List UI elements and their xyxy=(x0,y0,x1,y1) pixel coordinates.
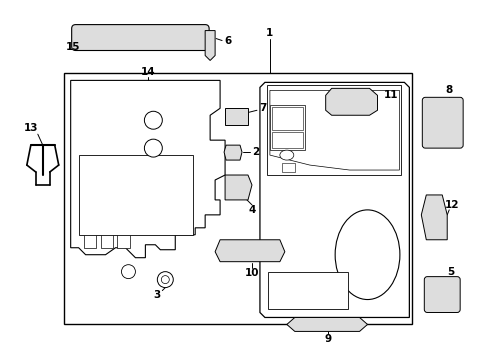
Bar xyxy=(63,73,411,324)
Polygon shape xyxy=(224,145,242,160)
Circle shape xyxy=(144,111,162,129)
Polygon shape xyxy=(281,163,294,172)
Circle shape xyxy=(157,272,173,288)
Polygon shape xyxy=(117,235,130,248)
Polygon shape xyxy=(224,175,251,200)
FancyBboxPatch shape xyxy=(424,276,459,312)
Text: 14: 14 xyxy=(141,67,155,77)
Text: 10: 10 xyxy=(244,267,259,278)
Bar xyxy=(267,272,347,310)
Text: 3: 3 xyxy=(153,289,161,300)
Text: 5: 5 xyxy=(447,267,454,276)
Ellipse shape xyxy=(279,150,293,160)
FancyBboxPatch shape xyxy=(422,97,462,148)
Polygon shape xyxy=(266,85,401,175)
Text: 8: 8 xyxy=(445,85,452,95)
Polygon shape xyxy=(71,80,224,258)
Polygon shape xyxy=(271,132,302,148)
Polygon shape xyxy=(215,240,285,262)
Polygon shape xyxy=(260,82,408,318)
Polygon shape xyxy=(83,235,95,248)
Polygon shape xyxy=(269,105,304,150)
Circle shape xyxy=(144,139,162,157)
Text: 6: 6 xyxy=(224,36,231,46)
Polygon shape xyxy=(269,90,399,170)
Text: 12: 12 xyxy=(444,200,459,210)
Bar xyxy=(79,155,193,235)
Text: 9: 9 xyxy=(324,334,330,345)
Text: 15: 15 xyxy=(65,41,80,51)
Ellipse shape xyxy=(334,210,399,300)
FancyBboxPatch shape xyxy=(72,24,209,50)
Polygon shape xyxy=(286,318,367,332)
Circle shape xyxy=(161,276,169,284)
Circle shape xyxy=(121,265,135,279)
Text: 7: 7 xyxy=(259,103,266,113)
Text: 11: 11 xyxy=(384,90,398,100)
Polygon shape xyxy=(205,31,215,60)
Polygon shape xyxy=(271,107,302,130)
Text: 4: 4 xyxy=(248,205,255,215)
Text: 1: 1 xyxy=(266,28,273,37)
Polygon shape xyxy=(224,108,247,125)
Polygon shape xyxy=(421,195,447,240)
Polygon shape xyxy=(325,88,377,115)
Text: 13: 13 xyxy=(23,123,38,133)
Polygon shape xyxy=(101,235,112,248)
Text: 2: 2 xyxy=(252,147,259,157)
